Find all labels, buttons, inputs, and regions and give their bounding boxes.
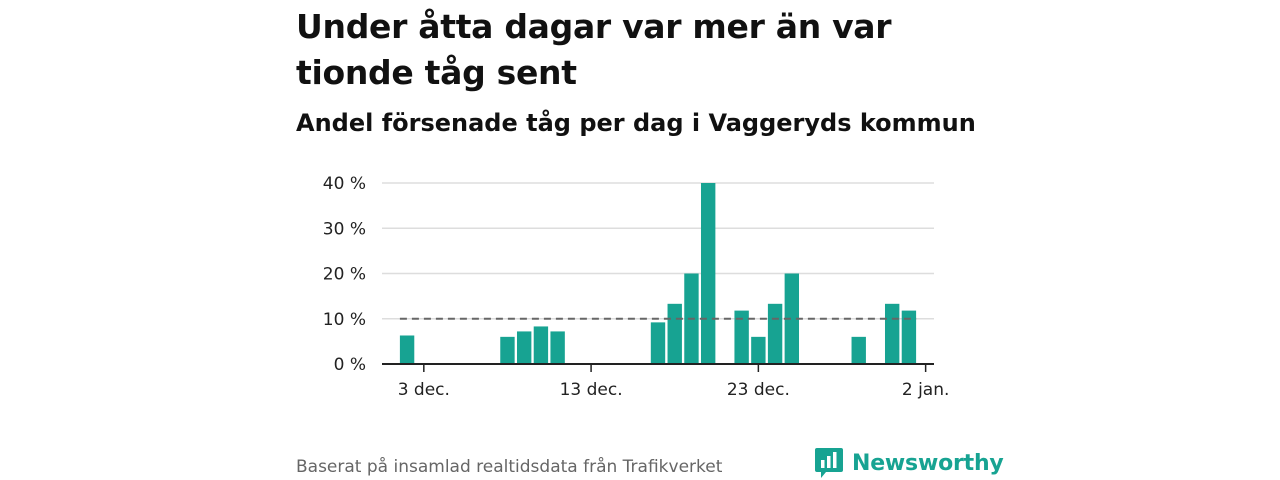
bar <box>784 273 800 364</box>
brand-name: Newsworthy <box>852 450 1004 476</box>
chart-title: Under åtta dagar var mer än var tionde t… <box>296 7 892 92</box>
bar <box>851 336 866 364</box>
y-tick-label: 30 % <box>323 219 366 239</box>
x-tick-label: 23 dec. <box>727 380 790 400</box>
x-tick-label: 2 jan. <box>902 380 950 400</box>
source-note: Baserat på insamlad realtidsdata från Tr… <box>296 457 723 477</box>
chart-subtitle: Andel försenade tåg per dag i Vaggeryds … <box>296 109 976 137</box>
y-tick-label: 10 % <box>323 310 366 330</box>
axes: 0 % 10 % 20 % 30 % 40 % 3 dec. 13 dec. 23 dec. 2… <box>323 174 950 400</box>
bar <box>516 331 532 364</box>
bar <box>751 336 766 364</box>
bar <box>650 322 666 364</box>
newsworthy-logo-icon <box>815 448 843 478</box>
bar <box>734 310 749 364</box>
bar-chart: 0 % 10 % 20 % 30 % 40 % 3 dec. 13 dec. 23 dec. 2… <box>323 174 950 400</box>
bar <box>767 303 783 364</box>
bars <box>399 183 917 364</box>
y-tick-label: 0 % <box>334 355 366 375</box>
gridlines <box>382 182 934 320</box>
bar <box>700 183 716 364</box>
bar <box>667 303 682 364</box>
x-tick-label: 13 dec. <box>560 380 623 400</box>
bar <box>901 310 917 364</box>
bar <box>550 331 565 364</box>
bar <box>399 335 415 364</box>
bar <box>884 303 900 364</box>
bar <box>500 336 515 364</box>
y-tick-label: 20 % <box>323 265 366 285</box>
bar <box>533 326 549 364</box>
x-tick-label: 3 dec. <box>398 380 450 400</box>
y-tick-label: 40 % <box>323 174 366 194</box>
brand-logo: Newsworthy <box>814 446 1004 480</box>
